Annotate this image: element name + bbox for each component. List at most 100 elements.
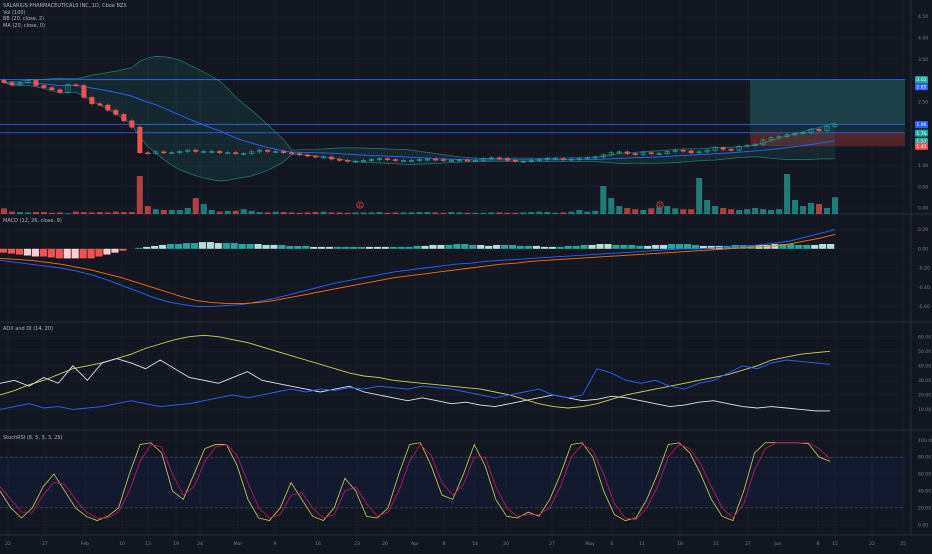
macd-histogram-bar [604, 244, 612, 249]
adx-legend[interactable]: ADX and DI (14, 20) [3, 326, 53, 332]
candle-body [9, 82, 15, 85]
x-axis-label: Mar [234, 541, 243, 547]
volume-bar [720, 208, 727, 214]
macd-histogram-bar [572, 245, 580, 249]
macd-histogram-bar [516, 245, 525, 249]
macd-histogram-bar [47, 248, 55, 258]
macd-histogram-bar [381, 246, 389, 249]
macd-histogram-bar [819, 244, 827, 249]
volume-bar [728, 209, 735, 214]
legend-volume[interactable]: Vol (100) [3, 9, 26, 16]
volume-bar [160, 210, 167, 214]
macd-legend[interactable]: MACD (12, 26, close, 9) [3, 218, 62, 224]
macd-histogram-bar [7, 248, 16, 254]
macd-histogram-bar [190, 243, 199, 249]
candle-body [536, 159, 542, 161]
x-axis-label: 8 [817, 541, 820, 547]
candle-body [305, 154, 311, 157]
y-axis-tick: -0.60 [918, 304, 930, 310]
candle-body [209, 151, 215, 153]
volume-bar [264, 212, 271, 214]
x-axis-label: 26 [382, 541, 388, 547]
price-legend[interactable]: SALARIUS PHARMACEUTICALS INC, 1D, Cboe B… [3, 3, 127, 29]
volume-bar [336, 212, 343, 214]
macd-histogram-bar [421, 245, 429, 249]
macd-histogram-bar [318, 246, 326, 249]
candle-body [137, 126, 143, 154]
price-tag [915, 129, 928, 137]
x-axis-label: Feb [81, 541, 89, 547]
stoch-band [0, 457, 905, 508]
candle-body [409, 160, 415, 162]
moving-average-line [3, 82, 836, 161]
volume-bar [88, 212, 95, 214]
volume-bar [312, 212, 319, 214]
volume-bar [320, 211, 327, 214]
volume-bar [416, 212, 423, 214]
volume-bar [808, 202, 815, 214]
macd-histogram-bar [143, 246, 151, 249]
candle-body [712, 147, 718, 151]
stoch-k-line [0, 442, 831, 522]
stoch-d-line [0, 442, 831, 521]
macd-histogram-bar [477, 244, 485, 249]
volume-bar [712, 206, 719, 214]
candle-body [337, 158, 343, 161]
macd-histogram-bar [111, 248, 119, 253]
stoch-legend[interactable]: StochRSI (8, 5, 3, 3, 25) [3, 435, 63, 441]
macd-histogram-bar [413, 245, 421, 249]
volume-bar [168, 210, 175, 214]
volume-bar [584, 211, 591, 214]
candle-body [345, 160, 351, 162]
candle-body [249, 151, 255, 154]
macd-histogram-bar [270, 244, 278, 249]
volume-bar [200, 204, 207, 214]
volume-bar [560, 212, 567, 214]
macd-histogram-bar [334, 246, 342, 249]
stop-zone [750, 132, 905, 147]
candle-body [281, 151, 287, 154]
macd-histogram-bar [151, 245, 159, 249]
volume-bar [440, 212, 447, 214]
earnings-marker [356, 201, 364, 209]
volume-bar [696, 178, 703, 214]
macd-histogram-bar [445, 244, 453, 249]
volume-bar [48, 212, 55, 214]
legend-title[interactable]: SALARIUS PHARMACEUTICALS INC, 1D, Cboe B… [3, 3, 127, 9]
candle-body [265, 149, 271, 152]
y-axis-tick: 4.00 [918, 35, 928, 41]
candle-body [121, 114, 127, 122]
legend-ma[interactable]: MA (20, close, 0) [3, 22, 46, 29]
legend-bb[interactable]: BB (20, close, 2) [3, 16, 45, 23]
macd-histogram-bar [811, 244, 819, 249]
macd-histogram-bar [71, 248, 79, 259]
macd-histogram-bar [429, 244, 437, 249]
candle-body [784, 134, 790, 137]
candle-body [592, 156, 598, 159]
macd-histogram-bar [556, 246, 564, 249]
x-axis-label: 27 [42, 541, 48, 547]
y-axis-tick: 1.00 [918, 163, 928, 169]
y-axis-tick: 50.00 [918, 349, 931, 355]
volume-bar [528, 212, 535, 214]
candle-body [464, 159, 470, 162]
volume-bar [752, 208, 759, 214]
y-axis-tick: 0.50 [918, 184, 928, 190]
candle-body [664, 151, 670, 154]
y-axis-tick: 4.50 [918, 14, 928, 20]
candle-body [241, 153, 247, 155]
candle-body [185, 149, 191, 152]
x-axis-label: 27 [549, 541, 555, 547]
macd-histogram-bar [620, 244, 628, 249]
volume-bar [688, 209, 695, 214]
volume-bar [224, 210, 231, 214]
volume-bar [544, 212, 551, 214]
macd-histogram-bar [238, 244, 246, 249]
candle-body [161, 151, 167, 154]
candle-body [257, 149, 263, 153]
target-zone [750, 79, 905, 125]
macd-histogram-bar [135, 247, 143, 249]
volume-bar [288, 212, 295, 214]
